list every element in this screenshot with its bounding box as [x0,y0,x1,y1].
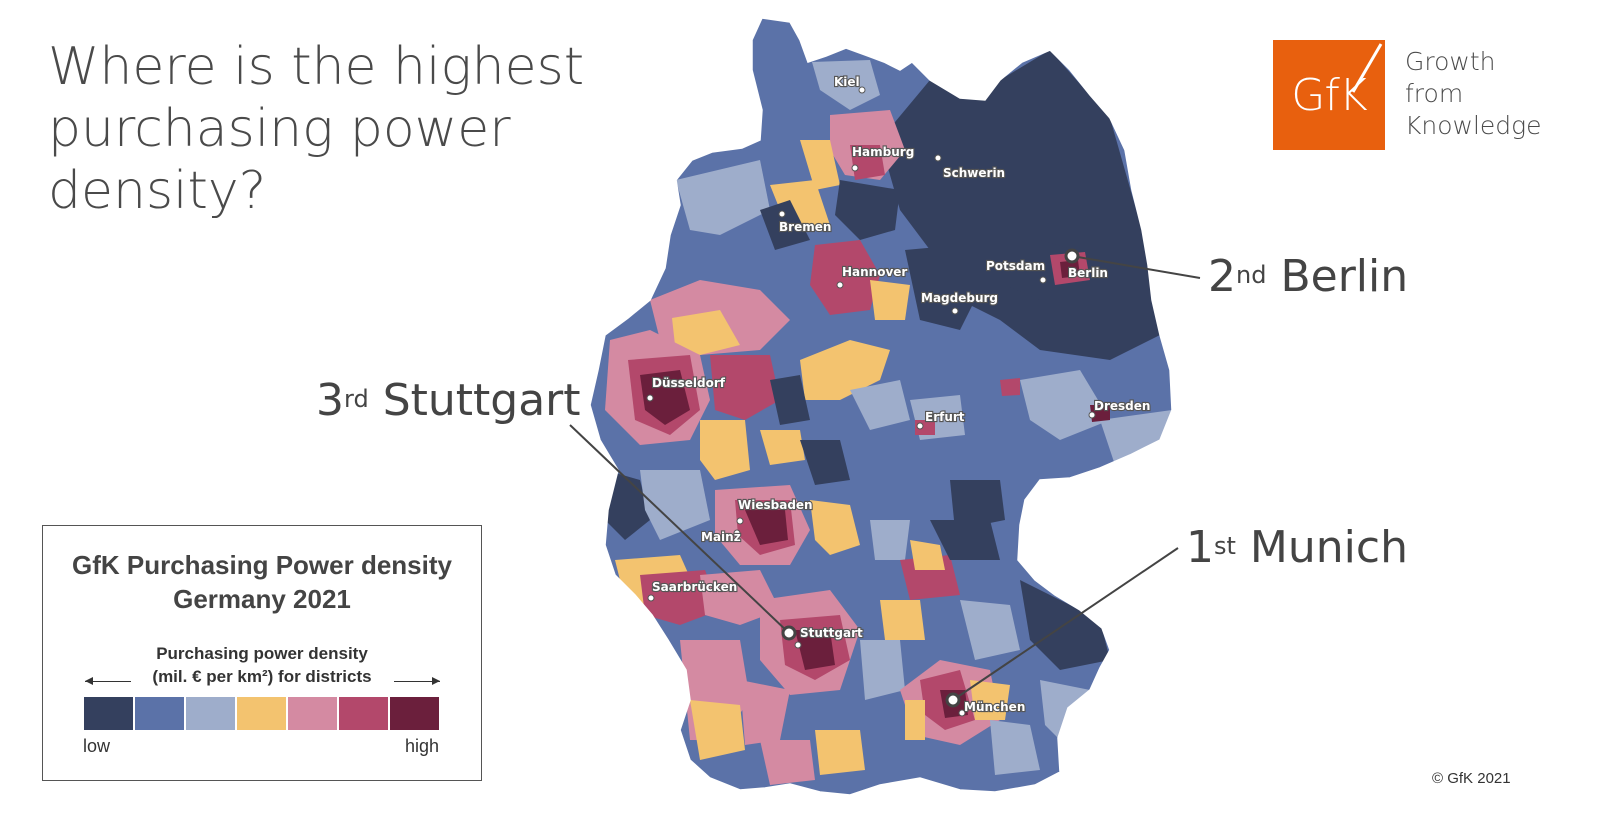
callout-city: Munich [1249,522,1408,573]
callout-suffix: st [1214,532,1236,560]
city-label-hamburg: Hamburg [852,145,914,159]
callout-rank: 3 [316,375,344,426]
city-label-muenchen: München [964,700,1025,714]
city-label-dresden: Dresden [1094,399,1150,413]
legend-title-line: GfK Purchasing Power density [72,550,452,580]
legend-swatch-2 [135,697,184,730]
legend-swatch-1 [84,697,133,730]
munich-leader-line [952,547,1179,701]
city-label-saarbruecken: Saarbrücken [652,580,737,594]
logo-tagline-line: Knowledge [1405,111,1542,140]
stuttgart-marker [781,625,797,641]
legend-subtitle: Purchasing power density (mil. € per km²… [43,642,481,688]
legend-title: GfK Purchasing Power density Germany 202… [43,548,481,616]
callout-rank: 1 [1186,522,1214,573]
berlin-leader-line [1071,255,1201,279]
city-label-duesseldorf: Düsseldorf [652,376,726,390]
legend-swatch-3 [186,697,235,730]
city-label-kiel: Kiel [834,75,860,89]
logo-tagline: Growth from Knowledge [1405,46,1542,142]
germany-outline [589,17,1173,796]
legend-swatch-5 [288,697,337,730]
callout-stuttgart: 3rd Stuttgart [316,376,581,426]
city-label-bremen: Bremen [779,220,831,234]
legend-color-scale [84,697,439,730]
gfk-logo: GfK [1273,40,1385,150]
legend-subtitle-line: (mil. € per km²) for districts [152,667,372,686]
city-label-schwerin: Schwerin [943,166,1005,180]
title-line-1: Where is the highest [48,37,585,97]
callout-city: Stuttgart [382,375,581,426]
legend-subtitle-line: Purchasing power density [156,644,368,663]
city-label-potsdam: Potsdam [986,259,1045,273]
legend-title-line: Germany 2021 [173,584,351,614]
city-label-berlin: Berlin [1068,266,1108,280]
legend-low-label: low [83,736,111,756]
city-label-stuttgart: Stuttgart [800,626,863,640]
logo-tagline-line: from [1405,79,1464,108]
legend-high-label: high [404,736,439,756]
legend-swatch-4 [237,697,286,730]
city-dots [646,86,1096,717]
callout-munich: 1st Munich [1186,523,1408,573]
arrow-left-icon [85,677,131,685]
page-title: Where is the highest purchasing power de… [48,36,648,222]
logo-tagline-line: Growth [1405,47,1496,76]
logo-slash-icon [1351,43,1383,93]
city-label-magdeburg: Magdeburg [921,291,998,305]
city-label-wiesbaden: Wiesbaden [738,498,813,512]
callout-city: Berlin [1280,251,1409,302]
callout-rank: 2 [1208,251,1236,302]
city-label-hannover: Hannover [842,265,907,279]
legend-swatch-6 [339,697,388,730]
legend-swatch-7 [390,697,439,730]
logo-wordmark: GfK [1291,70,1367,121]
city-label-mainz: Mainz [701,530,741,544]
munich-marker [945,692,961,708]
title-line-3: density? [48,161,267,221]
callout-suffix: nd [1236,261,1267,289]
map-legend: GfK Purchasing Power density Germany 202… [42,525,482,781]
copyright-notice: © GfK 2021 [1432,770,1511,787]
title-line-2: purchasing power [48,99,511,159]
city-label-erfurt: Erfurt [925,410,965,424]
arrow-right-icon [394,677,440,685]
callout-suffix: rd [344,385,369,413]
callout-berlin: 2nd Berlin [1208,252,1408,302]
berlin-marker [1064,248,1080,264]
stuttgart-leader-line [569,424,790,634]
